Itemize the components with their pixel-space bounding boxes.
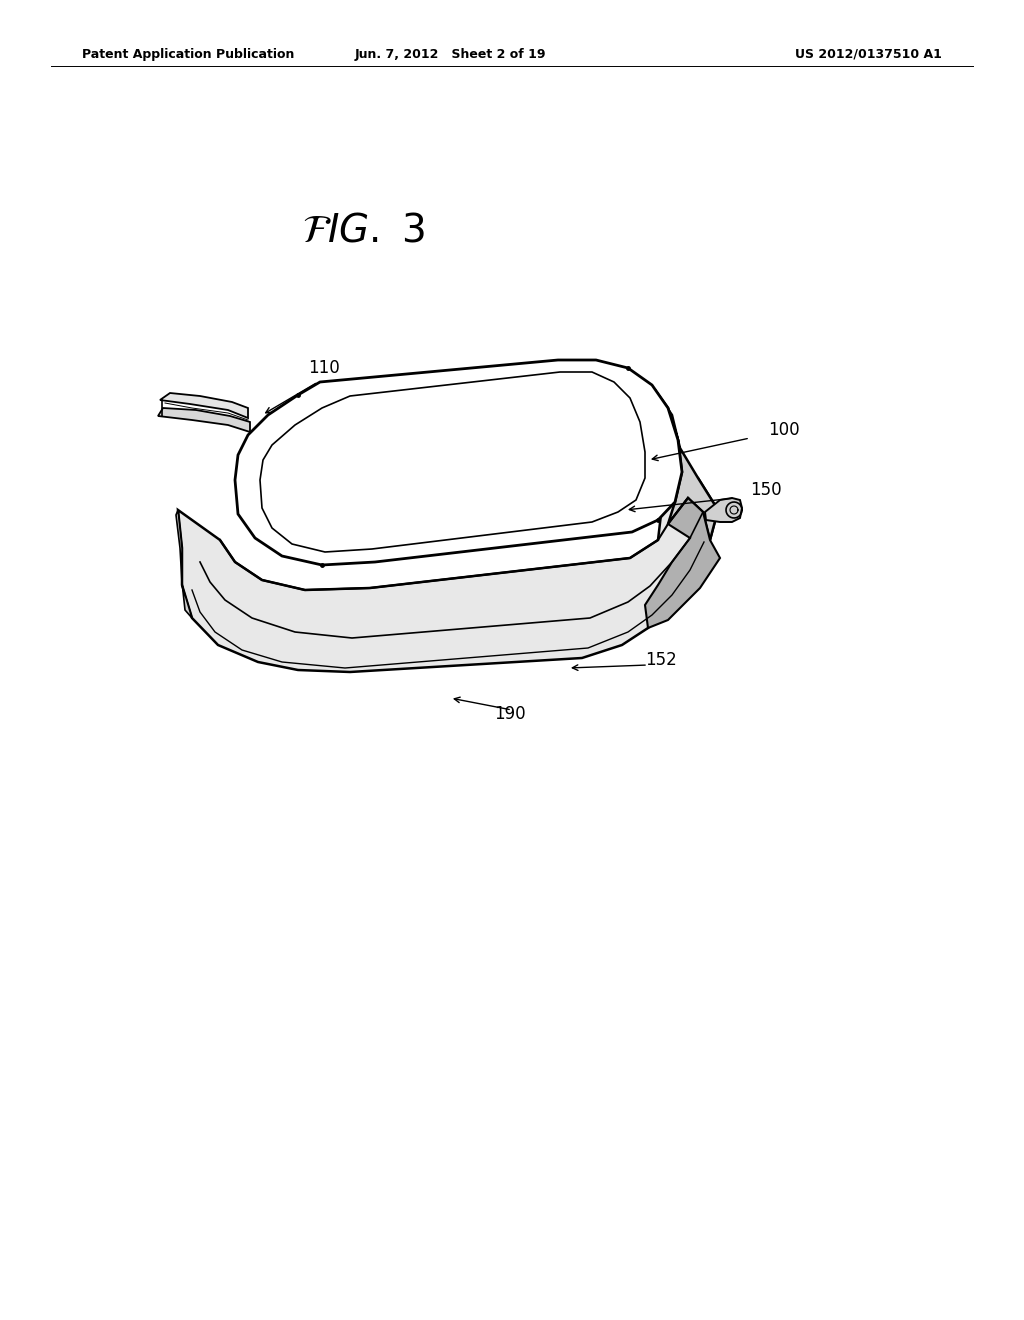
Polygon shape — [234, 360, 682, 565]
Text: 110: 110 — [308, 359, 340, 378]
Polygon shape — [165, 362, 720, 672]
Polygon shape — [160, 393, 248, 418]
Text: US 2012/0137510 A1: US 2012/0137510 A1 — [796, 48, 942, 61]
Polygon shape — [645, 498, 720, 628]
Polygon shape — [178, 455, 718, 672]
Text: 190: 190 — [495, 705, 525, 723]
Polygon shape — [260, 372, 645, 552]
Polygon shape — [176, 510, 193, 618]
Text: $\mathcal{F}$$\mathit{IG.\ 3}$: $\mathcal{F}$$\mathit{IG.\ 3}$ — [302, 213, 425, 249]
Polygon shape — [655, 389, 718, 540]
Text: Jun. 7, 2012   Sheet 2 of 19: Jun. 7, 2012 Sheet 2 of 19 — [354, 48, 547, 61]
Text: 150: 150 — [750, 480, 781, 499]
Text: Patent Application Publication: Patent Application Publication — [82, 48, 294, 61]
Polygon shape — [705, 498, 742, 521]
Polygon shape — [158, 408, 250, 432]
Text: 152: 152 — [645, 651, 677, 669]
Text: 100: 100 — [768, 421, 800, 440]
